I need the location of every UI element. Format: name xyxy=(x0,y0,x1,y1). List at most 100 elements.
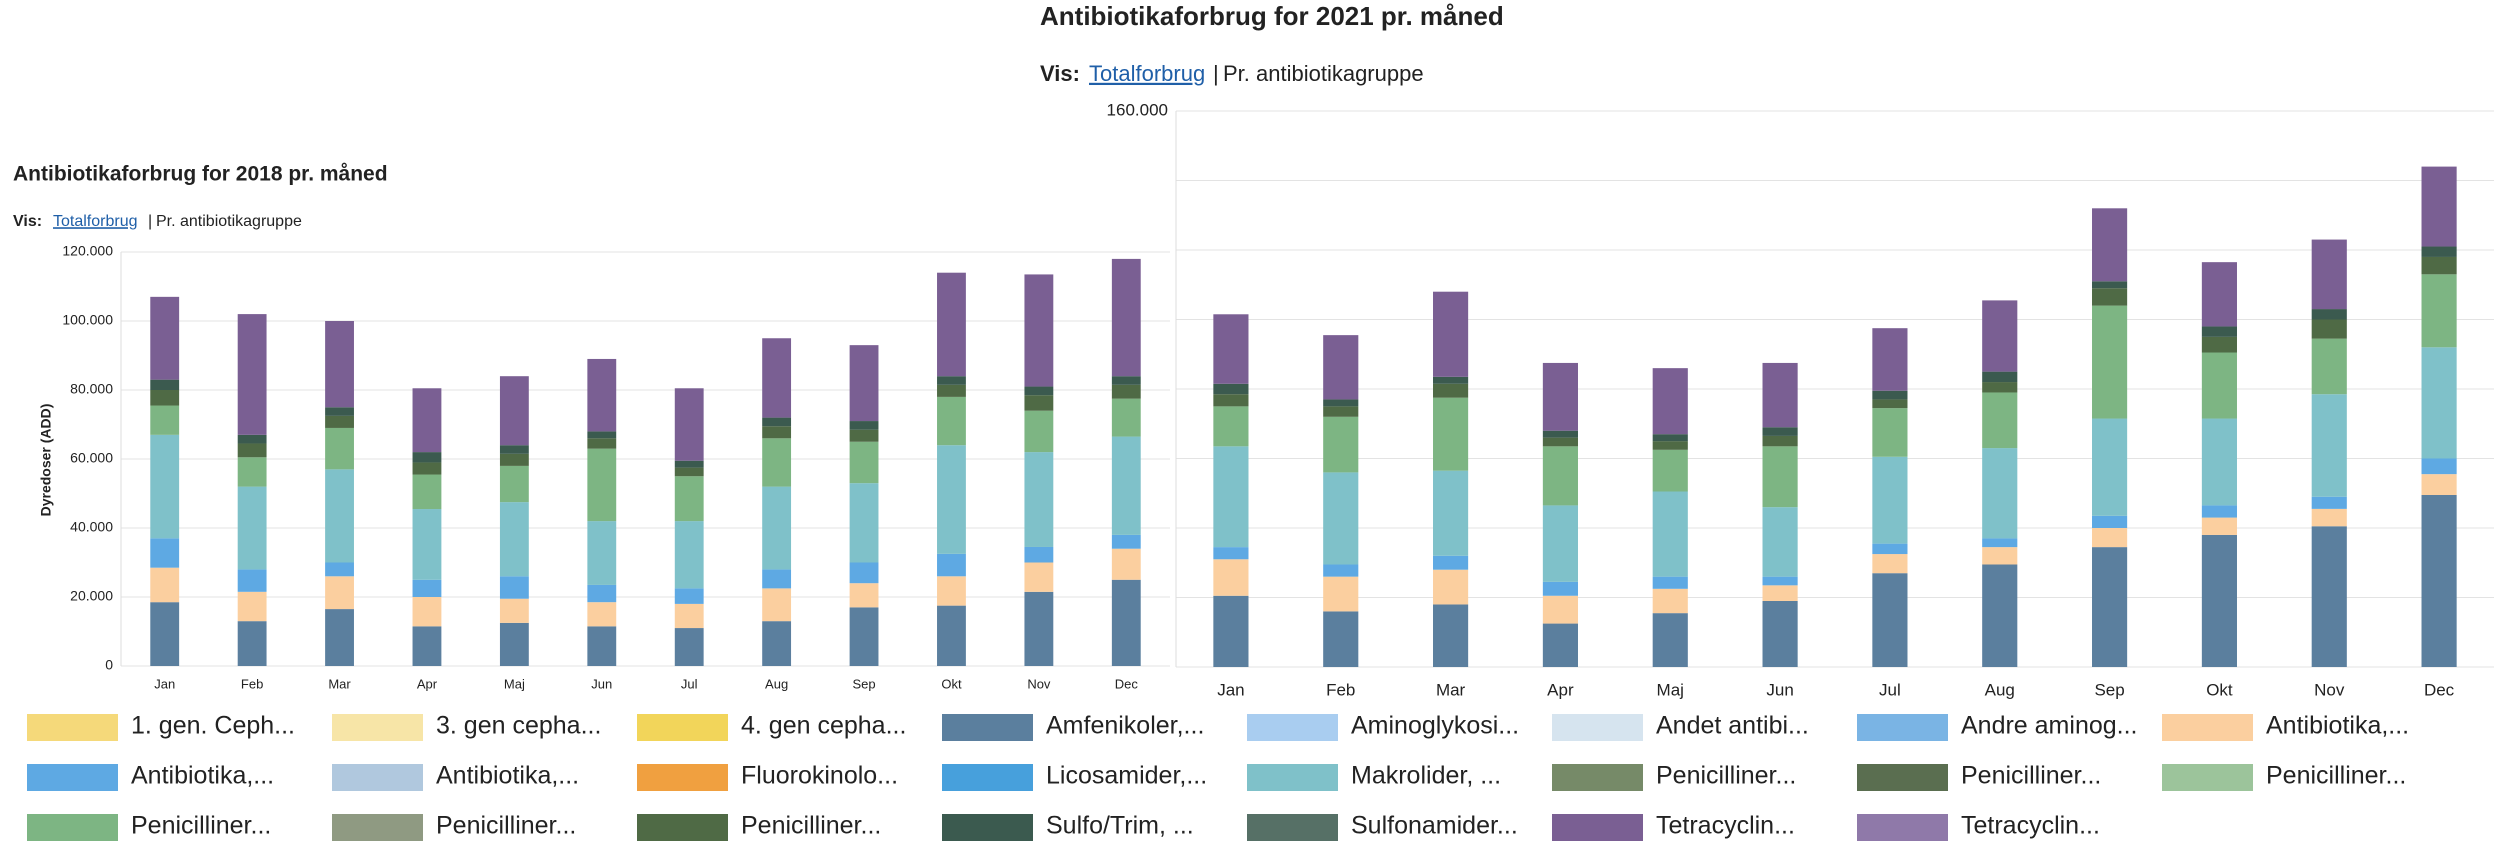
x-tick-label: Feb xyxy=(241,676,263,691)
bar-segment xyxy=(499,445,529,454)
bar-segment xyxy=(325,562,354,577)
legend-swatch[interactable] xyxy=(332,814,423,841)
bar-segment xyxy=(499,376,529,446)
legend-swatch[interactable] xyxy=(27,814,118,841)
legend-label[interactable]: Penicilliner... xyxy=(741,812,881,840)
legend-swatch[interactable] xyxy=(1857,814,1948,841)
legend-swatch[interactable] xyxy=(2162,714,2253,741)
bar-segment xyxy=(1542,362,1578,431)
legend-label[interactable]: 1. gen. Ceph... xyxy=(131,712,295,740)
bar-segment xyxy=(150,602,180,666)
legend-item[interactable]: Andre aminog... xyxy=(1857,712,2138,741)
legend-label[interactable]: Andre aminog... xyxy=(1961,712,2138,740)
legend-swatch[interactable] xyxy=(1552,764,1643,791)
legend-swatch[interactable] xyxy=(942,714,1033,741)
legend-swatch[interactable] xyxy=(27,764,118,791)
legend-label[interactable]: Penicilliner... xyxy=(1656,762,1796,790)
legend-label[interactable]: Penicilliner... xyxy=(1961,762,2101,790)
legend-label[interactable]: Fluorokinolo... xyxy=(741,762,898,790)
legend-item[interactable]: Antibiotika,... xyxy=(2162,712,2409,741)
legend-swatch[interactable] xyxy=(332,714,423,741)
legend-label[interactable]: Andet antibi... xyxy=(1656,712,1809,740)
bar-segment xyxy=(1652,613,1688,667)
legend-label[interactable]: Tetracyclin... xyxy=(1656,812,1795,840)
legend-item[interactable]: Andet antibi... xyxy=(1552,712,1809,741)
bar-segment xyxy=(1433,383,1469,398)
legend-item[interactable]: Tetracyclin... xyxy=(1552,812,1795,841)
link-total[interactable]: Totalforbrug xyxy=(53,213,138,230)
bar-segment xyxy=(2092,547,2128,667)
legend-swatch[interactable] xyxy=(637,714,728,741)
bar-segment xyxy=(2311,526,2347,667)
legend-label[interactable]: 3. gen cepha... xyxy=(436,712,601,740)
legend-swatch[interactable] xyxy=(1552,814,1643,841)
bar-segment xyxy=(2092,288,2128,306)
legend-item[interactable]: Penicilliner... xyxy=(27,812,271,841)
legend-swatch[interactable] xyxy=(942,814,1033,841)
legend-swatch[interactable] xyxy=(1247,814,1338,841)
bar-segment xyxy=(2311,319,2347,339)
legend-swatch[interactable] xyxy=(27,714,118,741)
legend-swatch[interactable] xyxy=(1247,764,1338,791)
legend-label[interactable]: Tetracyclin... xyxy=(1961,812,2100,840)
legend-label[interactable]: Antibiotika,... xyxy=(436,762,579,790)
legend-item[interactable]: Sulfonamider... xyxy=(1247,812,1518,841)
legend-item[interactable]: Fluorokinolo... xyxy=(637,762,898,791)
legend-label[interactable]: Penicilliner... xyxy=(436,812,576,840)
legend-item[interactable]: Makrolider, ... xyxy=(1247,762,1501,791)
legend-item[interactable]: Tetracyclin... xyxy=(1857,812,2100,841)
legend-label[interactable]: Sulfo/Trim, ... xyxy=(1046,812,1194,840)
legend-item[interactable]: Antibiotika,... xyxy=(27,762,274,791)
legend-item[interactable]: Penicilliner... xyxy=(637,812,881,841)
legend-swatch[interactable] xyxy=(637,764,728,791)
bar-segment xyxy=(2092,528,2128,548)
bar-segment xyxy=(412,474,442,510)
link-total[interactable]: Totalforbrug xyxy=(1089,61,1205,86)
legend-swatch[interactable] xyxy=(2162,764,2253,791)
legend-label[interactable]: Antibiotika,... xyxy=(2266,712,2409,740)
bar-segment xyxy=(499,622,529,666)
legend-swatch[interactable] xyxy=(1247,714,1338,741)
legend-swatch[interactable] xyxy=(1552,714,1643,741)
bar-segment xyxy=(150,434,180,539)
legend-label[interactable]: Penicilliner... xyxy=(2266,762,2406,790)
legend-label[interactable]: Antibiotika,... xyxy=(131,762,274,790)
link-group[interactable]: Pr. antibiotikagruppe xyxy=(1223,61,1424,86)
link-group[interactable]: Pr. antibiotikagruppe xyxy=(156,213,302,230)
legend-item[interactable]: Penicilliner... xyxy=(1552,762,1796,791)
legend-swatch[interactable] xyxy=(637,814,728,841)
legend-swatch[interactable] xyxy=(332,764,423,791)
legend-label[interactable]: Penicilliner... xyxy=(131,812,271,840)
bar-segment xyxy=(1213,559,1249,596)
legend-item[interactable]: 1. gen. Ceph... xyxy=(27,712,295,741)
legend-item[interactable]: Licosamider,... xyxy=(942,762,1207,791)
bar-segment xyxy=(1111,398,1141,437)
legend-item[interactable]: 4. gen cepha... xyxy=(637,712,906,741)
legend-item[interactable]: Penicilliner... xyxy=(332,812,576,841)
legend-item[interactable]: Penicilliner... xyxy=(2162,762,2406,791)
legend-label[interactable]: 4. gen cepha... xyxy=(741,712,906,740)
legend-item[interactable]: 3. gen cepha... xyxy=(332,712,601,741)
legend-swatch[interactable] xyxy=(1857,764,1948,791)
bar-segment xyxy=(2421,246,2457,257)
legend-item[interactable]: Penicilliner... xyxy=(1857,762,2101,791)
legend-label[interactable]: Aminoglykosi... xyxy=(1351,712,1519,740)
legend-item[interactable]: Amfenikoler,... xyxy=(942,712,1204,741)
bar-segment xyxy=(2201,262,2237,327)
bar-segment xyxy=(762,338,792,418)
legend-label[interactable]: Licosamider,... xyxy=(1046,762,1207,790)
legend-label[interactable]: Amfenikoler,... xyxy=(1046,712,1204,740)
y-tick-label: 100.000 xyxy=(62,312,113,328)
legend-swatch[interactable] xyxy=(942,764,1033,791)
legend-label[interactable]: Sulfonamider... xyxy=(1351,812,1518,840)
x-tick-label: Okt xyxy=(2206,680,2233,699)
legend-item[interactable]: Aminoglykosi... xyxy=(1247,712,1519,741)
bar-segment xyxy=(1542,595,1578,624)
legend-label[interactable]: Makrolider, ... xyxy=(1351,762,1501,790)
bar-segment xyxy=(1111,436,1141,535)
bar-segment xyxy=(150,390,180,406)
legend-item[interactable]: Antibiotika,... xyxy=(332,762,579,791)
x-tick-label: Jul xyxy=(1879,680,1901,699)
legend-item[interactable]: Sulfo/Trim, ... xyxy=(942,812,1194,841)
legend-swatch[interactable] xyxy=(1857,714,1948,741)
